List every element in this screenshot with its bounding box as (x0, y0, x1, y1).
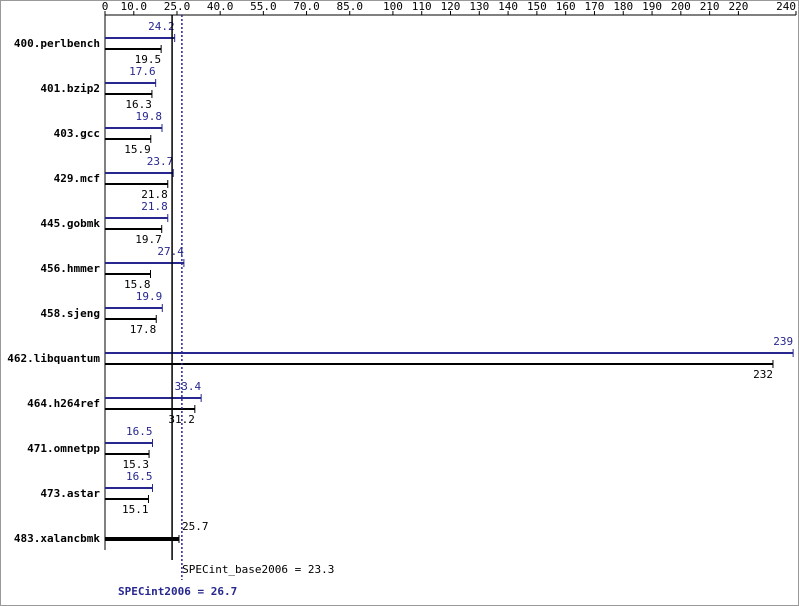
value-label: 17.6 (129, 65, 156, 78)
x-tick-label: 85.0 (336, 0, 363, 13)
category-label: 401.bzip2 (40, 82, 100, 95)
value-label: 232 (753, 368, 773, 381)
category-label: 462.libquantum (7, 352, 100, 365)
x-tick-label: 100 (383, 0, 403, 13)
value-label: 19.7 (135, 233, 162, 246)
bar (105, 453, 150, 455)
category-label: 483.xalancbmk (14, 532, 100, 545)
bar (105, 537, 179, 541)
category-label: 403.gcc (54, 127, 100, 140)
bar (105, 318, 157, 320)
bar (105, 127, 163, 129)
x-tick-label: 120 (441, 0, 461, 13)
category-label: 471.omnetpp (27, 442, 100, 455)
value-label: 16.5 (126, 470, 153, 483)
bar (105, 82, 156, 84)
bar (105, 273, 151, 275)
value-label: 25.7 (182, 520, 209, 533)
x-tick-label: 160 (556, 0, 576, 13)
reference-label: SPECint2006 = 26.7 (118, 585, 237, 598)
value-label: 19.8 (136, 110, 163, 123)
x-tick-label: 130 (469, 0, 489, 13)
value-label: 19.9 (136, 290, 163, 303)
bar (105, 262, 184, 264)
value-label: 23.7 (147, 155, 174, 168)
x-tick-label: 200 (671, 0, 691, 13)
value-label: 15.8 (124, 278, 151, 291)
x-tick-label: 110 (412, 0, 432, 13)
bar (105, 487, 153, 489)
bar (105, 172, 174, 174)
bar (105, 183, 168, 185)
category-label: 456.hmmer (40, 262, 100, 275)
x-tick-label: 170 (585, 0, 605, 13)
x-tick-label: 55.0 (250, 0, 277, 13)
value-label: 19.5 (135, 53, 162, 66)
x-tick-label: 140 (498, 0, 518, 13)
bar (105, 352, 794, 354)
x-tick-label: 70.0 (293, 0, 320, 13)
x-tick-label: 25.0 (164, 0, 191, 13)
value-label: 17.8 (130, 323, 157, 336)
value-label: 15.1 (122, 503, 149, 516)
value-label: 16.5 (126, 425, 153, 438)
bar (105, 498, 149, 500)
x-tick-label: 0 (102, 0, 109, 13)
bar (105, 93, 152, 95)
x-tick-label: 220 (728, 0, 748, 13)
bar (105, 48, 162, 50)
bar (105, 442, 153, 444)
reference-label: SPECint_base2006 = 23.3 (182, 563, 334, 576)
x-tick-label: 40.0 (207, 0, 234, 13)
x-tick-label: 10.0 (121, 0, 148, 13)
x-tick-label: 180 (613, 0, 633, 13)
value-label: 27.4 (157, 245, 184, 258)
bar (105, 138, 151, 140)
x-tick-label: 150 (527, 0, 547, 13)
category-label: 445.gobmk (40, 217, 100, 230)
value-label: 16.3 (125, 98, 152, 111)
bar (105, 363, 773, 365)
category-label: 464.h264ref (27, 397, 100, 410)
bar (105, 37, 175, 39)
category-label: 400.perlbench (14, 37, 100, 50)
category-label: 473.astar (40, 487, 100, 500)
bar (105, 217, 168, 219)
value-label: 33.4 (175, 380, 202, 393)
value-label: 24.2 (148, 20, 175, 33)
category-label: 458.sjeng (40, 307, 100, 320)
value-label: 21.8 (141, 200, 168, 213)
value-label: 15.9 (124, 143, 151, 156)
bar (105, 228, 162, 230)
value-label: 15.3 (123, 458, 150, 471)
category-label: 429.mcf (54, 172, 100, 185)
bar (105, 408, 195, 410)
bar (105, 307, 163, 309)
bar (105, 397, 202, 399)
x-tick-label: 210 (700, 0, 720, 13)
x-tick-label: 190 (642, 0, 662, 13)
x-tick-label: 240 (776, 0, 796, 13)
value-label: 239 (773, 335, 793, 348)
value-label: 21.8 (141, 188, 168, 201)
